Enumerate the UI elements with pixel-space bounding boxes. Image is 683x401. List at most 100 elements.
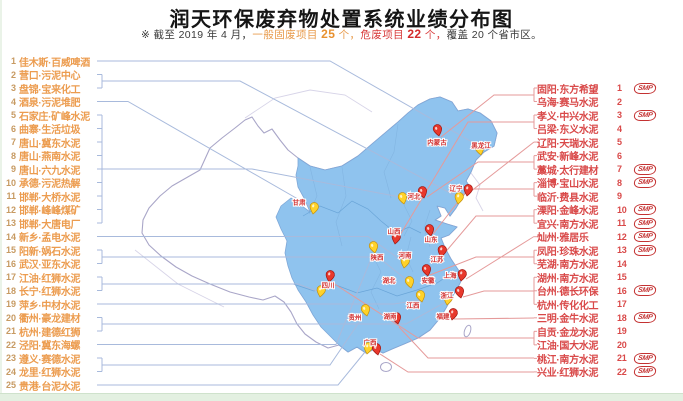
smp-badge: SMP xyxy=(633,244,658,256)
item-number: 14 xyxy=(617,258,627,269)
map-line xyxy=(102,101,311,207)
map-pin-yellow xyxy=(454,192,464,205)
map-pin-red xyxy=(454,286,465,299)
province-label: 湖南 xyxy=(384,312,398,321)
map-line xyxy=(102,236,403,262)
subtitle-part-7: 覆盖 20 个省市区。 xyxy=(446,29,543,41)
item-label: 邯郸·大桥水泥 xyxy=(19,192,81,204)
province-label: 内蒙古 xyxy=(427,138,447,147)
province-label: 陕西 xyxy=(371,253,385,262)
map-line xyxy=(398,326,534,359)
item-label: 遵义·赛德水泥 xyxy=(19,354,81,366)
list-item-general: 20 衢州·豪龙建材 xyxy=(2,312,81,326)
map-pin-red xyxy=(463,184,473,197)
smp-badge: SMP xyxy=(633,285,658,297)
subtitle-part-3: 个， xyxy=(335,29,361,41)
province-label: 福建 xyxy=(436,312,451,321)
item-label: 江油·国大水泥 xyxy=(537,341,599,353)
smp-badge: SMP xyxy=(633,217,658,229)
item-label: 自贡·金龙水泥 xyxy=(537,327,599,339)
item-number: 15 xyxy=(617,272,627,283)
item-label: 萍乡·中材水泥 xyxy=(19,300,81,312)
item-label: 龙里·红狮水泥 xyxy=(19,368,81,379)
item-number: 22 xyxy=(5,339,16,350)
item-label: 承德·污泥热解 xyxy=(19,179,81,190)
item-number: 10 xyxy=(5,177,16,188)
map-line xyxy=(370,251,382,310)
item-label: 台州·德长环保 xyxy=(537,287,599,299)
province-label: 山东 xyxy=(425,235,439,244)
item-number: 3 xyxy=(617,110,622,121)
province-label: 广西 xyxy=(364,338,378,347)
list-item-hazardous: 杭州·传化化工 17 xyxy=(537,298,634,312)
left-edge-strip xyxy=(0,0,2,401)
item-number: 4 xyxy=(617,123,622,134)
province-label: 江苏 xyxy=(431,255,445,264)
item-label: 灿州·雅居乐 xyxy=(537,233,589,245)
item-number: 18 xyxy=(5,285,16,296)
list-item-general: 18 长宁·红狮水泥 xyxy=(2,285,81,299)
smp-badge: SMP xyxy=(633,352,658,364)
list-item-hazardous: 湖州·南方水泥 15 xyxy=(537,271,634,285)
item-label: 乌海·赛马水泥 xyxy=(537,98,599,110)
item-label: 藁城·太行建材 xyxy=(537,165,599,177)
subtitle-part-2: 25 xyxy=(321,27,336,41)
item-number: 23 xyxy=(5,353,16,363)
list-item-hazardous: 藁城·太行建材 7 SMP xyxy=(537,163,658,177)
item-label: 孝义·中兴水泥 xyxy=(537,111,599,123)
map-line xyxy=(102,168,401,198)
map-line xyxy=(465,236,535,280)
list-item-general: 25 贵港·台泥水泥 xyxy=(2,379,81,393)
item-number: 15 xyxy=(5,245,16,255)
province-label: 江西 xyxy=(407,301,421,310)
item-number: 13 xyxy=(5,218,16,228)
item-label: 临沂·费县水泥 xyxy=(537,192,599,204)
item-number: 4 xyxy=(10,96,16,107)
map-line xyxy=(426,161,534,198)
item-label: 淄博·宝山水泥 xyxy=(537,179,599,191)
map-line xyxy=(440,94,534,138)
item-number: 11 xyxy=(6,191,16,201)
item-number: 1 xyxy=(617,83,622,93)
smp-badge: SMP xyxy=(633,82,658,94)
item-number: 14 xyxy=(5,231,16,242)
item-number: 21 xyxy=(617,353,627,364)
map-pin-yellow xyxy=(316,285,326,298)
list-item-general: 9 唐山·六九水泥 xyxy=(2,163,81,177)
list-item-general: 17 江油·红狮水泥 xyxy=(2,271,81,285)
list-item-hazardous: 灿州·雅居乐 12 SMP xyxy=(537,231,658,245)
map-pin-yellow xyxy=(415,290,426,303)
list-item-hazardous: 台州·德长环保 16 SMP xyxy=(537,285,658,299)
item-number: 5 xyxy=(10,110,16,120)
item-label: 兴业·红狮水泥 xyxy=(537,368,599,380)
list-item-general: 3 盘锦·宝来化工 xyxy=(2,82,81,96)
list-item-hazardous: 吕梁·东义水泥 4 xyxy=(537,123,634,137)
list-item-general: 14 新乡·孟电水泥 xyxy=(2,231,81,245)
map-line xyxy=(332,282,534,339)
list-item-hazardous: 芜湖·南方水泥 14 xyxy=(537,258,634,272)
item-number: 16 xyxy=(617,285,627,296)
map-pin-red xyxy=(437,245,447,258)
list-item-hazardous: 桃江·南方水泥 21 SMP xyxy=(537,352,658,366)
map-pin-yellow xyxy=(404,276,415,289)
map-line xyxy=(429,256,534,276)
map-line xyxy=(396,121,534,241)
taiwan-island xyxy=(463,324,472,338)
subtitle-part-4: 危废项目 xyxy=(360,29,408,41)
item-number: 6 xyxy=(10,123,16,134)
item-number: 6 xyxy=(617,150,622,161)
map-pin-yellow xyxy=(368,241,379,254)
map-pin-red xyxy=(457,269,467,282)
list-item-hazardous: 凤阳·珍珠水泥 13 SMP xyxy=(537,244,658,258)
list-item-general: 4 酒泉·污泥堆肥 xyxy=(2,96,81,110)
item-label: 营口·污泥中心 xyxy=(19,71,81,82)
item-label: 杭州·建德红狮 xyxy=(19,327,81,339)
list-item-general: 15 阳新·娲石水泥 xyxy=(2,244,81,258)
map-pin-red xyxy=(424,224,435,237)
item-number: 10 xyxy=(617,204,627,215)
map-pin-red xyxy=(421,264,432,277)
item-number: 22 xyxy=(617,366,627,377)
province-label: 湖北 xyxy=(383,276,397,285)
